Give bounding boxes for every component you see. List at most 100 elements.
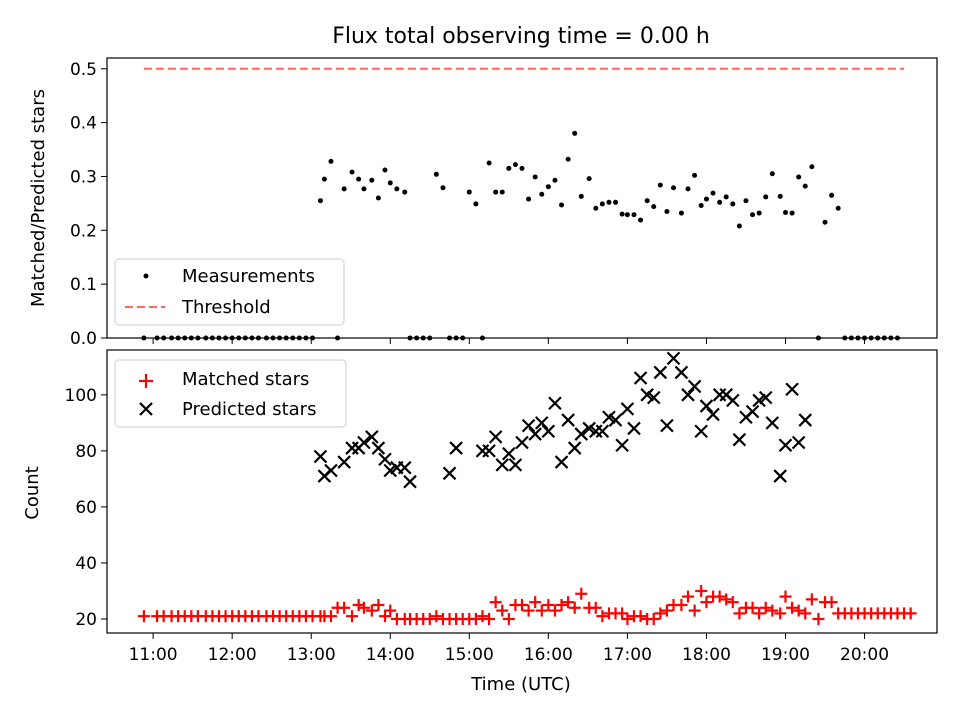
- matched-stars-point: [575, 587, 588, 600]
- matched-stars-point: [675, 598, 688, 611]
- measurement-point: [822, 219, 828, 225]
- measurement-point: [730, 201, 736, 207]
- predicted-stars-point: [495, 458, 510, 472]
- matched-stars-point: [589, 601, 602, 614]
- predicted-stars-point-b: [719, 388, 733, 402]
- predicted-stars-point: [615, 438, 629, 453]
- predicted-stars-point: [561, 413, 575, 427]
- measurement-point: [414, 335, 420, 341]
- measurement-point: [545, 184, 551, 190]
- predicted-stars-point-b: [449, 441, 463, 455]
- predicted-stars-point-b: [615, 438, 629, 453]
- measurement-point: [420, 335, 426, 341]
- matched-stars-point: [759, 601, 772, 614]
- bottom-y-axis-label: Count: [22, 466, 43, 519]
- measurement-point: [710, 190, 716, 196]
- measurement-point: [789, 210, 795, 216]
- predicted-stars-point: [732, 432, 747, 447]
- matched-stars-point: [792, 604, 805, 617]
- measurement-point: [750, 212, 756, 218]
- predicted-stars-point: [595, 424, 610, 439]
- bottom-marks: [137, 351, 917, 625]
- predicted-stars-point: [706, 407, 720, 422]
- measurement-point: [613, 199, 619, 205]
- predicted-stars-point-b: [660, 418, 674, 433]
- predicted-stars-point-b: [758, 390, 773, 405]
- matched-stars-point: [365, 604, 378, 617]
- predicted-stars-point: [548, 396, 562, 411]
- measurement-point: [236, 335, 242, 341]
- legend-threshold-label: Threshold: [181, 297, 271, 318]
- matched-stars-point: [812, 612, 825, 625]
- matched-stars-point: [634, 610, 647, 623]
- legend-measurements-label: Measurements: [182, 266, 315, 287]
- measurement-point: [223, 335, 229, 341]
- measurement-point: [203, 335, 209, 341]
- predicted-stars-point-b: [324, 463, 338, 478]
- predicted-stars-point: [397, 460, 412, 475]
- measurement-point: [829, 192, 835, 198]
- matched-stars-point: [616, 607, 629, 620]
- measurement-point: [335, 335, 341, 341]
- matched-stars-point: [542, 598, 555, 611]
- matched-stars-point: [357, 601, 370, 614]
- predicted-stars-point: [773, 469, 788, 483]
- measurement-point: [698, 203, 704, 209]
- legend-predicted-marker: [139, 402, 153, 416]
- matched-stars-point: [904, 607, 917, 620]
- y-tick-label: 0.0: [70, 329, 97, 349]
- bottom-legend-box: [114, 359, 347, 428]
- matched-stars-point: [621, 612, 634, 625]
- predicted-stars-point: [745, 404, 760, 419]
- measurement-point: [242, 335, 248, 341]
- predicted-stars-point-b: [732, 432, 747, 447]
- matched-stars-point: [720, 593, 733, 606]
- measurement-point: [777, 193, 783, 199]
- predicted-stars-point-b: [508, 458, 523, 472]
- predicted-stars-point: [646, 390, 661, 405]
- measurement-point: [328, 158, 334, 164]
- matched-stars-point: [338, 601, 351, 614]
- measurement-point: [447, 335, 453, 341]
- matched-stars-point: [647, 612, 660, 625]
- predicted-stars-point: [791, 435, 806, 450]
- predicted-stars-point-b: [640, 388, 654, 402]
- matched-stars-point: [660, 604, 673, 617]
- x-tick-label: 14:00: [366, 645, 415, 665]
- matched-stars-point: [535, 604, 548, 617]
- predicted-stars-point: [541, 424, 556, 439]
- matched-stars-point: [548, 604, 561, 617]
- matched-stars-point: [496, 604, 509, 617]
- predicted-stars-point: [528, 427, 542, 441]
- measurement-point: [743, 198, 749, 204]
- predicted-stars-point-b: [561, 413, 575, 427]
- matched-stars-point: [522, 604, 535, 617]
- matched-stars-point: [352, 598, 365, 611]
- measurement-point: [479, 335, 485, 341]
- measurement-point: [664, 208, 670, 214]
- measurement-point: [209, 335, 215, 341]
- predicted-stars-point: [785, 382, 799, 397]
- matched-stars-point: [476, 610, 489, 623]
- predicted-stars-point: [699, 399, 714, 413]
- measurement-point: [519, 165, 525, 171]
- matched-stars-point: [654, 607, 667, 620]
- measurement-point: [644, 198, 650, 204]
- matched-stars-point: [430, 610, 443, 623]
- measurement-point: [848, 335, 854, 341]
- matched-stars-point: [346, 610, 359, 623]
- bottom-y-ticks: 20 40 60 80 100: [65, 386, 107, 630]
- measurement-point: [141, 335, 147, 341]
- y-tick-label: 80: [75, 442, 97, 462]
- measurement-point: [802, 183, 808, 189]
- matched-stars-point: [502, 612, 515, 625]
- predicted-stars-point: [378, 452, 392, 467]
- matched-stars-point: [713, 590, 726, 603]
- predicted-stars-point-b: [633, 371, 648, 385]
- predicted-stars-point-b: [397, 460, 412, 475]
- measurement-point: [685, 186, 691, 192]
- measurement-point: [586, 176, 592, 182]
- predicted-stars-point-b: [666, 351, 681, 366]
- measurement-point: [631, 212, 637, 218]
- predicted-stars-point: [660, 418, 674, 433]
